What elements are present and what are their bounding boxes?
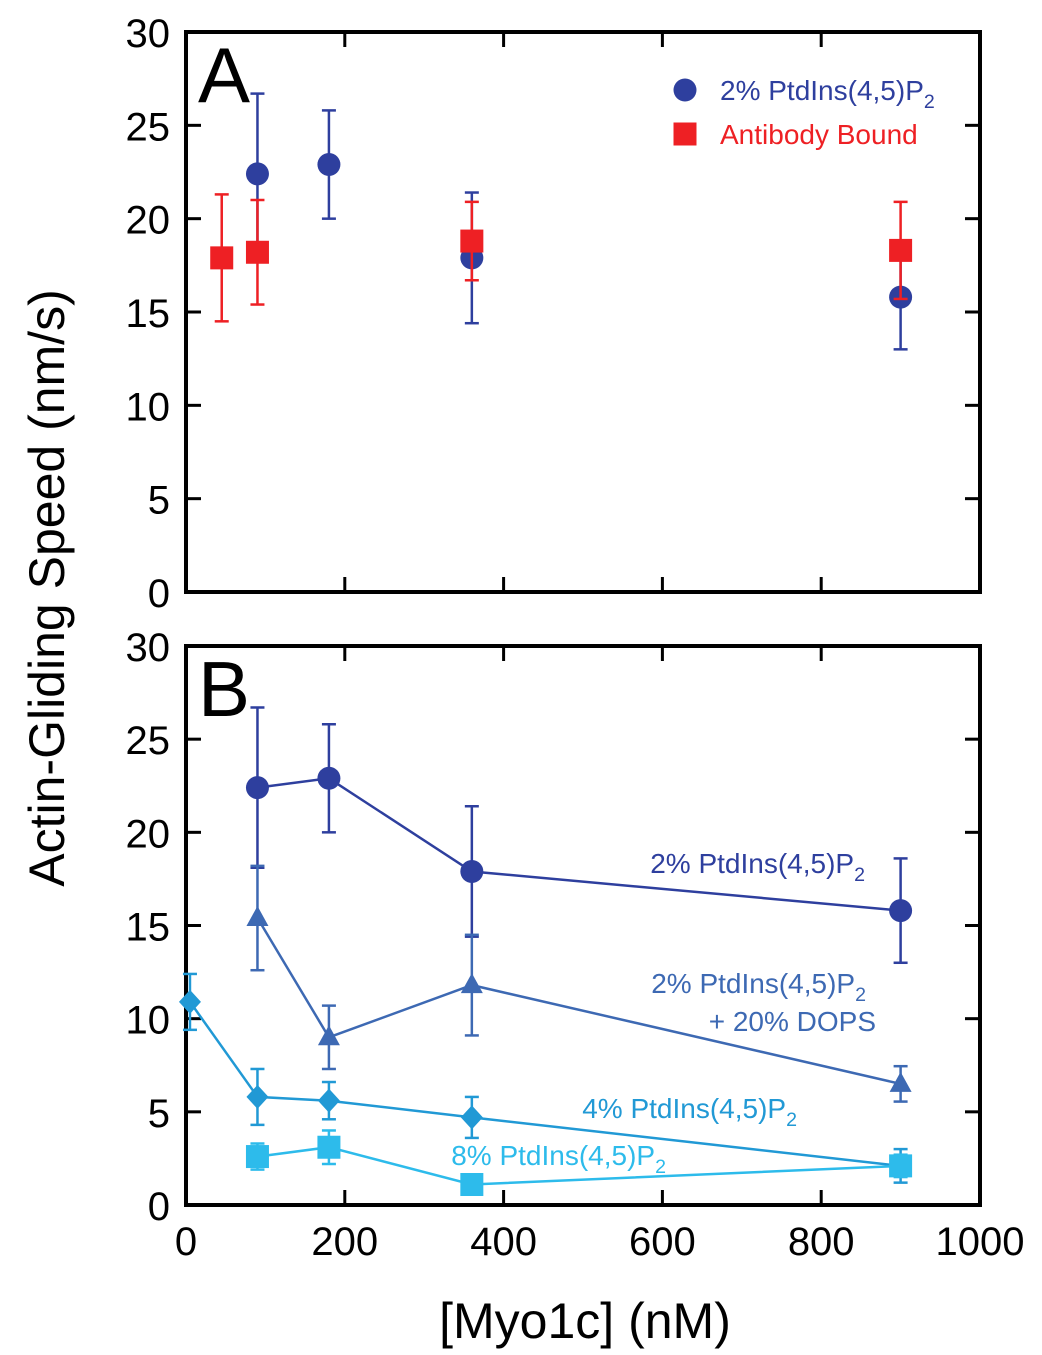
y-tick-label: 0	[148, 1185, 170, 1229]
y-tick-label: 25	[126, 719, 171, 763]
y-tick-label: 10	[126, 385, 171, 429]
series-label: 2% PtdIns(4,5)P2	[651, 968, 866, 1006]
x-tick-label: 200	[311, 1220, 378, 1264]
series-3	[245, 1129, 913, 1197]
x-axis-label: [Myo1c] (nM)	[439, 1293, 731, 1349]
series-label-main: 2% PtdIns(4,5)P	[650, 848, 854, 879]
series-label-sub: 2	[855, 984, 866, 1006]
data-point	[245, 776, 269, 800]
y-tick-label: 15	[126, 906, 171, 950]
series-label-main: + 20% DOPS	[709, 1006, 876, 1037]
y-tick-label: 25	[126, 105, 171, 149]
data-point	[889, 238, 913, 262]
x-tick-label: 1000	[936, 1220, 1025, 1264]
legend-marker	[673, 78, 697, 102]
data-point	[460, 859, 484, 883]
series-label-sub: 2	[786, 1109, 797, 1131]
series-1	[210, 193, 913, 323]
data-point	[246, 1084, 269, 1109]
panel-b: 0 5 10 15 20 25 30 0 200 400 600 800 1000 B 2% PtdIns(…	[126, 626, 1025, 1264]
legend-label: Antibody Bound	[720, 119, 918, 150]
data-point	[178, 989, 201, 1014]
y-tick-label: 10	[126, 999, 171, 1043]
panel-letter: A	[198, 31, 250, 119]
series-label: + 20% DOPS	[709, 1006, 876, 1037]
data-point	[245, 1145, 269, 1169]
data-point	[317, 1088, 340, 1113]
data-point	[317, 1025, 340, 1046]
data-point	[317, 153, 341, 177]
series-label-main: 4% PtdIns(4,5)P	[582, 1093, 786, 1124]
series-line	[256, 917, 901, 1086]
legend-label-sub: 2	[924, 91, 935, 113]
y-tick-label: 20	[126, 812, 171, 856]
data-point	[210, 246, 234, 270]
data-point	[460, 229, 484, 253]
series-label-sub: 2	[655, 1156, 666, 1178]
y-tick-label: 15	[126, 292, 171, 336]
y-axis-label: Actin-Gliding Speed (nm/s)	[19, 289, 75, 886]
series-line	[257, 1145, 901, 1186]
series-2	[178, 972, 912, 1184]
series-1	[246, 864, 912, 1103]
series-0	[245, 706, 913, 965]
data-point	[317, 1135, 341, 1159]
series-label-main: 2% PtdIns(4,5)P	[651, 968, 855, 999]
data-point	[889, 899, 913, 923]
y-tick-label: 20	[126, 199, 171, 243]
data-point	[246, 906, 269, 927]
y-tick-label: 30	[126, 626, 171, 670]
data-point	[460, 1105, 483, 1130]
legend-label: 2% PtdIns(4,5)P2	[720, 75, 935, 113]
y-tick-label: 5	[148, 1092, 170, 1136]
legend-label-main: 2% PtdIns(4,5)P	[720, 75, 924, 106]
y-tick-label: 5	[148, 479, 170, 523]
series-label: 8% PtdIns(4,5)P2	[451, 1140, 666, 1178]
series-label-main: 8% PtdIns(4,5)P	[451, 1140, 655, 1171]
x-tick-label: 600	[629, 1220, 696, 1264]
data-point	[889, 1071, 912, 1092]
plot-frame	[184, 30, 982, 594]
data-point	[460, 1173, 484, 1197]
series-line	[257, 777, 901, 912]
panel-a: 0 5 10 15 20 25 30 A 2% PtdIns(4,5)P2 Antibody Bo…	[126, 12, 982, 616]
y-tick-label: 30	[126, 12, 171, 56]
series-label-sub: 2	[854, 864, 865, 886]
y-tick-label: 0	[148, 572, 170, 616]
legend-marker	[673, 122, 697, 146]
x-tick-label: 800	[788, 1220, 855, 1264]
legend-label-main: Antibody Bound	[720, 119, 918, 150]
x-tick-label: 0	[175, 1220, 197, 1264]
legend: 2% PtdIns(4,5)P2 Antibody Bound	[673, 75, 935, 150]
series-label: 4% PtdIns(4,5)P2	[582, 1093, 797, 1131]
data-point	[889, 1154, 913, 1178]
data-point	[245, 240, 269, 264]
x-tick-label: 400	[470, 1220, 537, 1264]
data-point	[460, 973, 483, 994]
data-point	[245, 162, 269, 186]
series-label: 2% PtdIns(4,5)P2	[650, 848, 865, 886]
data-point	[317, 766, 341, 790]
panel-letter: B	[198, 645, 250, 733]
